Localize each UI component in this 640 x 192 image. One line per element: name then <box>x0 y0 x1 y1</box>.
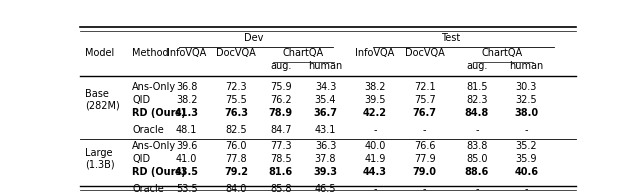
Text: 53.5: 53.5 <box>176 184 198 192</box>
Text: 76.6: 76.6 <box>414 141 435 151</box>
Text: Ans-Only: Ans-Only <box>132 141 176 151</box>
Text: 84.8: 84.8 <box>465 108 489 118</box>
Text: -: - <box>423 125 426 135</box>
Text: 76.0: 76.0 <box>225 141 247 151</box>
Text: QID: QID <box>132 95 150 105</box>
Text: 85.8: 85.8 <box>270 184 292 192</box>
Text: 77.3: 77.3 <box>270 141 292 151</box>
Text: 36.7: 36.7 <box>314 108 337 118</box>
Text: 38.0: 38.0 <box>515 108 538 118</box>
Text: 40.0: 40.0 <box>364 141 386 151</box>
Text: 48.1: 48.1 <box>176 125 197 135</box>
Text: 82.3: 82.3 <box>466 95 488 105</box>
Text: -: - <box>475 125 479 135</box>
Text: 76.3: 76.3 <box>224 108 248 118</box>
Text: 36.8: 36.8 <box>176 82 197 92</box>
Text: 41.3: 41.3 <box>175 108 198 118</box>
Text: 84.0: 84.0 <box>225 184 247 192</box>
Text: Method: Method <box>132 48 169 58</box>
Text: 77.8: 77.8 <box>225 154 247 164</box>
Text: 41.0: 41.0 <box>176 154 197 164</box>
Text: -: - <box>373 184 377 192</box>
Text: 37.8: 37.8 <box>315 154 336 164</box>
Text: Ans-Only: Ans-Only <box>132 82 176 92</box>
Text: Base
(282M): Base (282M) <box>85 89 120 110</box>
Text: DocVQA: DocVQA <box>405 48 445 58</box>
Text: 41.9: 41.9 <box>364 154 386 164</box>
Text: 81.5: 81.5 <box>466 82 488 92</box>
Text: 39.5: 39.5 <box>364 95 386 105</box>
Text: 84.7: 84.7 <box>270 125 292 135</box>
Text: ChartQA: ChartQA <box>283 48 324 58</box>
Text: RD (Ours): RD (Ours) <box>132 167 186 177</box>
Text: DocVQA: DocVQA <box>216 48 256 58</box>
Text: 44.3: 44.3 <box>363 167 387 177</box>
Text: 82.5: 82.5 <box>225 125 247 135</box>
Text: Dev: Dev <box>244 33 263 43</box>
Text: 76.7: 76.7 <box>413 108 436 118</box>
Text: 35.4: 35.4 <box>315 95 336 105</box>
Text: 42.2: 42.2 <box>363 108 387 118</box>
Text: ChartQA: ChartQA <box>481 48 522 58</box>
Text: -: - <box>525 125 528 135</box>
Text: 79.0: 79.0 <box>413 167 436 177</box>
Text: Test: Test <box>442 33 461 43</box>
Text: 43.5: 43.5 <box>175 167 198 177</box>
Text: Model: Model <box>85 48 114 58</box>
Text: 81.6: 81.6 <box>269 167 293 177</box>
Text: Oracle: Oracle <box>132 125 164 135</box>
Text: 76.2: 76.2 <box>270 95 292 105</box>
Text: 38.2: 38.2 <box>364 82 386 92</box>
Text: -: - <box>373 125 377 135</box>
Text: 34.3: 34.3 <box>315 82 336 92</box>
Text: 40.6: 40.6 <box>515 167 538 177</box>
Text: 46.5: 46.5 <box>315 184 336 192</box>
Text: 32.5: 32.5 <box>516 95 537 105</box>
Text: 75.5: 75.5 <box>225 95 247 105</box>
Text: human: human <box>509 61 543 71</box>
Text: 30.3: 30.3 <box>516 82 537 92</box>
Text: 38.2: 38.2 <box>176 95 197 105</box>
Text: 72.3: 72.3 <box>225 82 247 92</box>
Text: aug.: aug. <box>466 61 488 71</box>
Text: InfoVQA: InfoVQA <box>355 48 395 58</box>
Text: 35.9: 35.9 <box>516 154 537 164</box>
Text: 39.3: 39.3 <box>314 167 337 177</box>
Text: 36.3: 36.3 <box>315 141 336 151</box>
Text: aug.: aug. <box>270 61 292 71</box>
Text: RD (Ours): RD (Ours) <box>132 108 186 118</box>
Text: Large
(1.3B): Large (1.3B) <box>85 148 115 170</box>
Text: 75.7: 75.7 <box>414 95 436 105</box>
Text: 75.9: 75.9 <box>270 82 292 92</box>
Text: 77.9: 77.9 <box>414 154 436 164</box>
Text: human: human <box>308 61 342 71</box>
Text: QID: QID <box>132 154 150 164</box>
Text: 78.5: 78.5 <box>270 154 292 164</box>
Text: 85.0: 85.0 <box>466 154 488 164</box>
Text: 72.1: 72.1 <box>414 82 436 92</box>
Text: 39.6: 39.6 <box>176 141 197 151</box>
Text: 43.1: 43.1 <box>315 125 336 135</box>
Text: 78.9: 78.9 <box>269 108 293 118</box>
Text: 88.6: 88.6 <box>465 167 489 177</box>
Text: 35.2: 35.2 <box>516 141 537 151</box>
Text: -: - <box>423 184 426 192</box>
Text: Oracle: Oracle <box>132 184 164 192</box>
Text: InfoVQA: InfoVQA <box>167 48 206 58</box>
Text: 83.8: 83.8 <box>466 141 488 151</box>
Text: 79.2: 79.2 <box>224 167 248 177</box>
Text: -: - <box>525 184 528 192</box>
Text: -: - <box>475 184 479 192</box>
